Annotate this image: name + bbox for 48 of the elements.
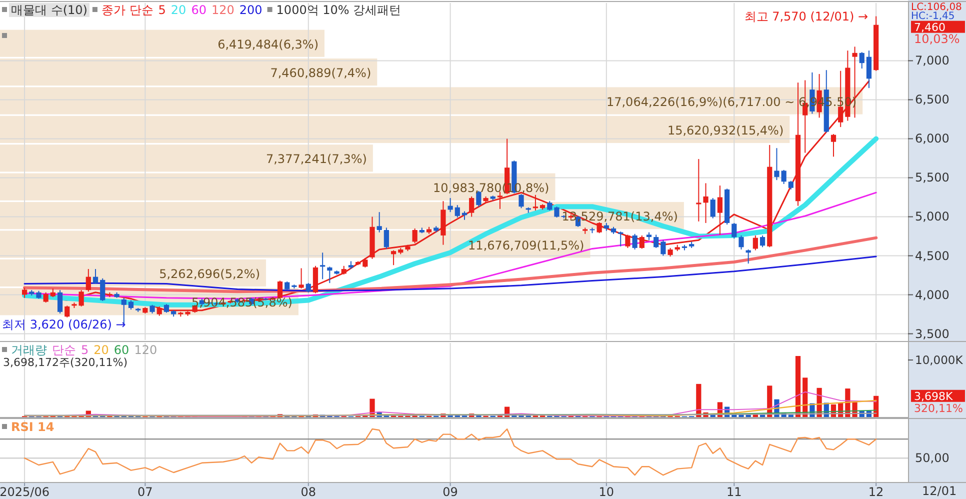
x-tick-label: 09 xyxy=(442,485,458,499)
text: 120 xyxy=(211,3,234,17)
data-label: 7,377,241(7,3%) xyxy=(266,152,367,166)
text: 7,460 xyxy=(914,20,946,34)
chart-title: 매물대 수(10) xyxy=(11,3,88,17)
y-tick-label: 6,000 xyxy=(915,132,950,146)
text: 5 xyxy=(158,3,166,17)
text: HC:-1,45 xyxy=(911,11,955,22)
x-tick-label: 12 xyxy=(868,485,884,499)
annotation: 3,698,172주(320,11%) xyxy=(3,356,128,369)
text: 20 xyxy=(94,343,109,357)
annotation: 최저 3,620 (06/26) → xyxy=(2,317,126,332)
text: 320,11% xyxy=(914,402,963,415)
y-tick-label: 6,500 xyxy=(915,92,950,107)
annotation: 최고 7,570 (12/01) → xyxy=(744,9,868,24)
text: 50,00 xyxy=(915,451,950,466)
x-tick-label: 10 xyxy=(598,485,614,499)
legend-title: 종가 단순 xyxy=(101,3,154,17)
data-label: 11,676,709(11,5%) xyxy=(468,238,584,252)
text: 12/01 xyxy=(922,484,957,498)
y-tick-label: 3,500 xyxy=(915,326,950,341)
y-tick-label: 7,000 xyxy=(915,54,950,68)
x-tick-label: 07 xyxy=(138,485,153,499)
x-tick-label: 11 xyxy=(726,485,742,499)
data-label: 15,620,932(15,4%) xyxy=(667,123,784,138)
annotation: 1000억 10% 강세패턴 xyxy=(276,3,402,17)
text: 10,000K xyxy=(915,353,964,367)
text: 60 xyxy=(114,343,130,357)
y-tick-label: 4,000 xyxy=(915,288,950,302)
data-label: 5,262,696(5,2%) xyxy=(159,266,260,281)
x-tick-label: 08 xyxy=(300,485,316,499)
text: 60 xyxy=(191,3,206,17)
y-tick-label: 4,500 xyxy=(915,248,950,263)
data-label: 7,460,889(7,4%) xyxy=(270,66,372,80)
text: 120 xyxy=(134,343,158,357)
x-tick-label: 2025/06 xyxy=(0,485,50,499)
chart-title: 거래량 xyxy=(11,343,47,357)
y-tick-label: 5,500 xyxy=(915,170,950,185)
text: 10,03% xyxy=(914,32,960,46)
text: LC:106,08 xyxy=(911,2,962,13)
text: RSI 14 xyxy=(11,420,54,434)
data-label: 6,419,484(6,3%) xyxy=(218,37,319,52)
y-tick-label: 5,000 xyxy=(915,210,950,224)
text: 200 xyxy=(239,3,262,17)
text: 20 xyxy=(170,3,186,17)
text: 5 xyxy=(81,343,89,357)
text: 3,698K xyxy=(914,390,954,403)
legend-title: 단순 xyxy=(52,343,76,357)
